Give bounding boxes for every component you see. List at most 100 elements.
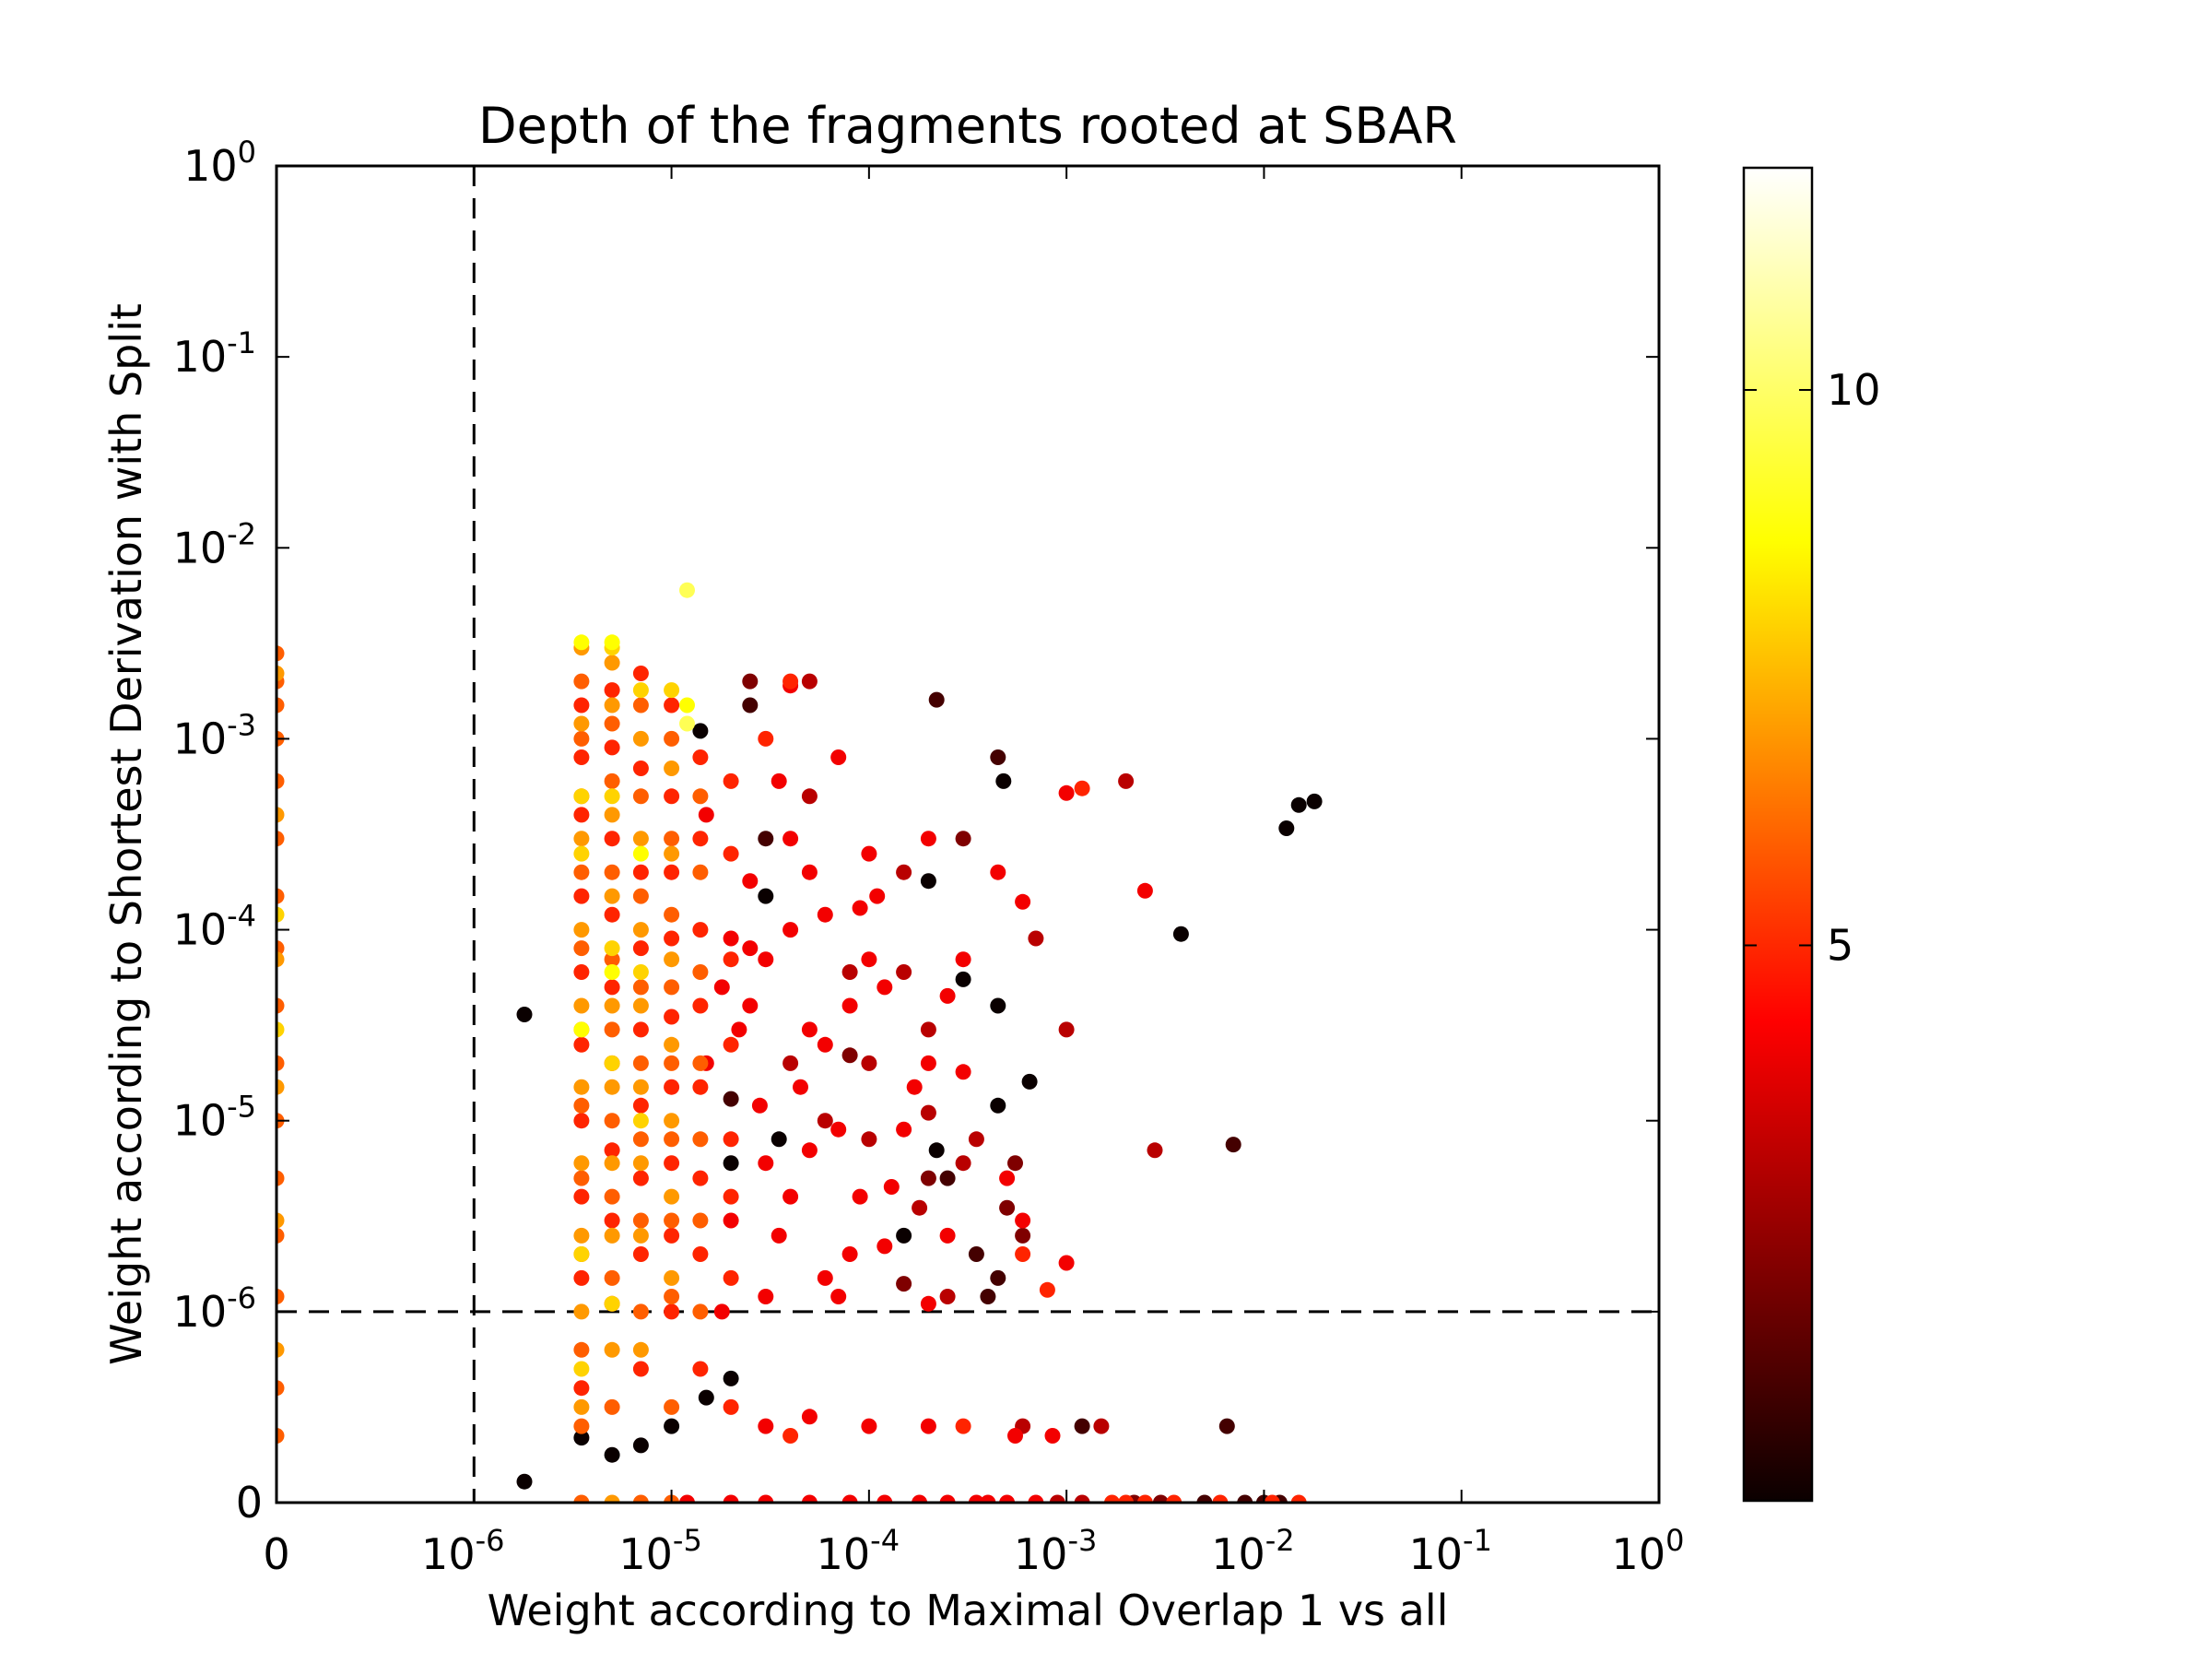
data-point	[604, 1398, 620, 1415]
data-point	[920, 873, 936, 890]
data-point	[731, 1021, 747, 1038]
data-point	[516, 1007, 533, 1022]
data-point	[573, 864, 590, 880]
data-point	[632, 1170, 649, 1186]
chart-title: Depth of the fragments rooted at SBAR	[478, 97, 1457, 155]
data-point	[713, 1303, 730, 1320]
data-point	[723, 1091, 739, 1107]
data-point	[276, 1380, 285, 1397]
data-point	[604, 739, 620, 756]
data-point	[632, 1341, 649, 1358]
data-point	[573, 697, 590, 714]
data-point	[632, 922, 649, 938]
data-point	[1021, 1073, 1038, 1090]
data-point	[1196, 1494, 1213, 1503]
data-point	[632, 1079, 649, 1095]
data-point	[1049, 1494, 1065, 1503]
data-point	[906, 1079, 923, 1095]
y-tick-label: 10-2	[173, 516, 256, 572]
data-point	[632, 1437, 649, 1454]
data-point	[632, 1131, 649, 1148]
data-point	[742, 873, 759, 890]
data-point	[758, 1494, 774, 1503]
data-point	[817, 1036, 833, 1053]
data-point	[276, 1170, 285, 1186]
data-point	[573, 1036, 590, 1053]
data-point	[604, 1212, 620, 1229]
y-tick-label: 10-5	[173, 1090, 256, 1146]
data-point	[968, 1131, 984, 1148]
data-point	[604, 1227, 620, 1244]
data-point	[841, 997, 858, 1014]
data-point	[573, 715, 590, 732]
data-point	[801, 1021, 818, 1038]
data-point	[723, 1269, 739, 1286]
data-point	[723, 1131, 739, 1148]
data-point	[968, 1246, 984, 1262]
data-point	[573, 634, 590, 651]
x-tick-label: 10-1	[1408, 1523, 1491, 1579]
data-point	[861, 845, 877, 862]
data-point	[896, 864, 912, 880]
data-point	[664, 831, 680, 847]
data-point	[632, 730, 649, 747]
data-point	[896, 964, 912, 980]
data-point	[1015, 1246, 1031, 1262]
data-point	[955, 1155, 971, 1172]
data-point	[664, 1418, 680, 1434]
x-tick-label: 10-5	[618, 1523, 701, 1579]
data-point	[573, 673, 590, 690]
data-point	[692, 749, 709, 765]
data-point	[573, 1113, 590, 1129]
data-point	[990, 1269, 1006, 1286]
data-point	[632, 1227, 649, 1244]
data-point	[1136, 1494, 1153, 1503]
data-point	[679, 1494, 695, 1503]
data-point	[664, 845, 680, 862]
data-point	[801, 788, 818, 805]
data-point	[758, 730, 774, 747]
data-point	[516, 1473, 533, 1490]
data-point	[1264, 1494, 1280, 1503]
colorbar-tick-label: 10	[1827, 365, 1881, 415]
data-point	[664, 1131, 680, 1148]
data-point	[1118, 1494, 1135, 1503]
y-tick-label: 10-4	[173, 899, 256, 955]
data-point	[573, 749, 590, 765]
data-point	[692, 1079, 709, 1095]
data-point	[664, 906, 680, 923]
data-point	[698, 1389, 714, 1406]
data-point	[604, 1055, 620, 1071]
data-point	[723, 773, 739, 789]
data-point	[664, 1079, 680, 1095]
data-point	[793, 1079, 808, 1095]
data-point	[861, 951, 877, 968]
data-point	[771, 1131, 787, 1148]
data-point	[723, 930, 739, 947]
data-point	[896, 1227, 912, 1244]
data-point	[692, 864, 709, 880]
y-tick-label: 100	[183, 135, 256, 191]
data-point	[692, 1055, 709, 1071]
data-point	[817, 906, 833, 923]
data-point	[742, 673, 759, 690]
data-point	[896, 1121, 912, 1138]
data-point	[920, 1170, 936, 1186]
data-point	[1015, 1212, 1031, 1229]
data-point	[276, 997, 285, 1014]
data-point	[920, 831, 936, 847]
data-point	[912, 1494, 928, 1503]
data-point	[664, 1113, 680, 1129]
data-point	[604, 682, 620, 699]
data-point	[632, 997, 649, 1014]
data-point	[939, 1289, 956, 1304]
data-point	[664, 1289, 680, 1304]
data-point	[877, 979, 893, 996]
data-point	[1306, 793, 1323, 809]
data-point	[869, 888, 886, 904]
data-point	[679, 697, 695, 714]
data-point	[604, 788, 620, 805]
data-point	[723, 845, 739, 862]
